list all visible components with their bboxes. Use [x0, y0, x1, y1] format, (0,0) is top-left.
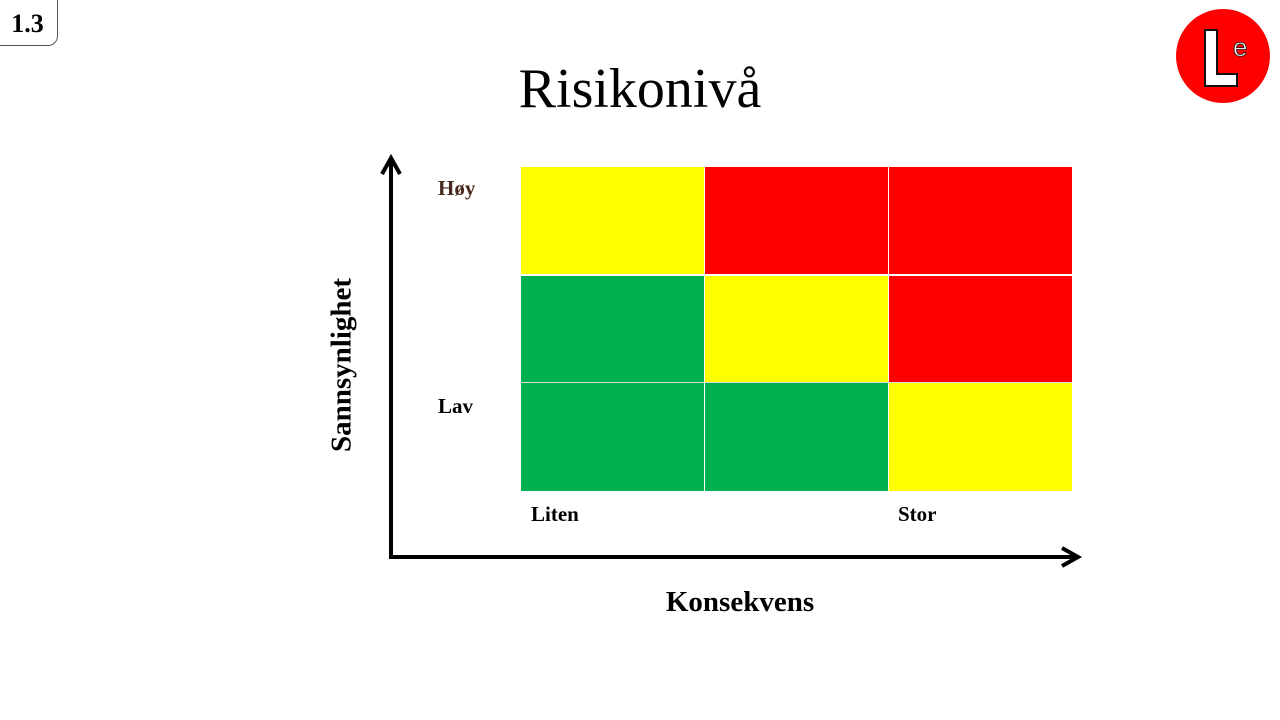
y-axis-title: Sannsynlighet — [325, 277, 358, 453]
page-title: Risikonivå — [518, 58, 762, 120]
le-logo-svg: e — [1176, 9, 1270, 103]
slide-number-badge: 1.3 — [0, 0, 58, 46]
row-label-high-text: Høy — [438, 176, 476, 200]
risk-cell-mid-3-red — [889, 276, 1072, 382]
le-logo-icon: e — [1175, 8, 1271, 109]
risk-cell-high-1-yellow — [521, 167, 704, 274]
x-axis-arrowhead — [1061, 546, 1083, 568]
y-axis-arrowhead — [380, 153, 402, 175]
row-label-low: Lav — [438, 394, 473, 419]
col-label-right: Stor — [898, 502, 937, 527]
risk-cell-high-2-red — [705, 167, 888, 274]
risk-cell-mid-1-green — [521, 276, 704, 382]
logo-sup-letter: e — [1233, 32, 1247, 62]
slide-number: 1.3 — [11, 8, 44, 38]
col-label-left-text: Liten — [531, 502, 579, 526]
row-label-high: Høy — [438, 176, 475, 201]
col-label-right-text: Stor — [898, 502, 937, 526]
risk-cell-low-1-green — [521, 382, 704, 491]
x-axis-title: Konsekvens — [665, 586, 815, 618]
col-label-left: Liten — [531, 502, 579, 527]
risk-cell-high-3-red — [889, 167, 1072, 274]
risk-cell-low-2-green — [705, 382, 888, 491]
risk-cell-low-3-yellow — [889, 382, 1072, 491]
row-label-low-text: Lav — [438, 394, 474, 418]
risk-matrix — [521, 167, 1072, 494]
risk-cell-mid-2-yellow — [705, 276, 888, 382]
